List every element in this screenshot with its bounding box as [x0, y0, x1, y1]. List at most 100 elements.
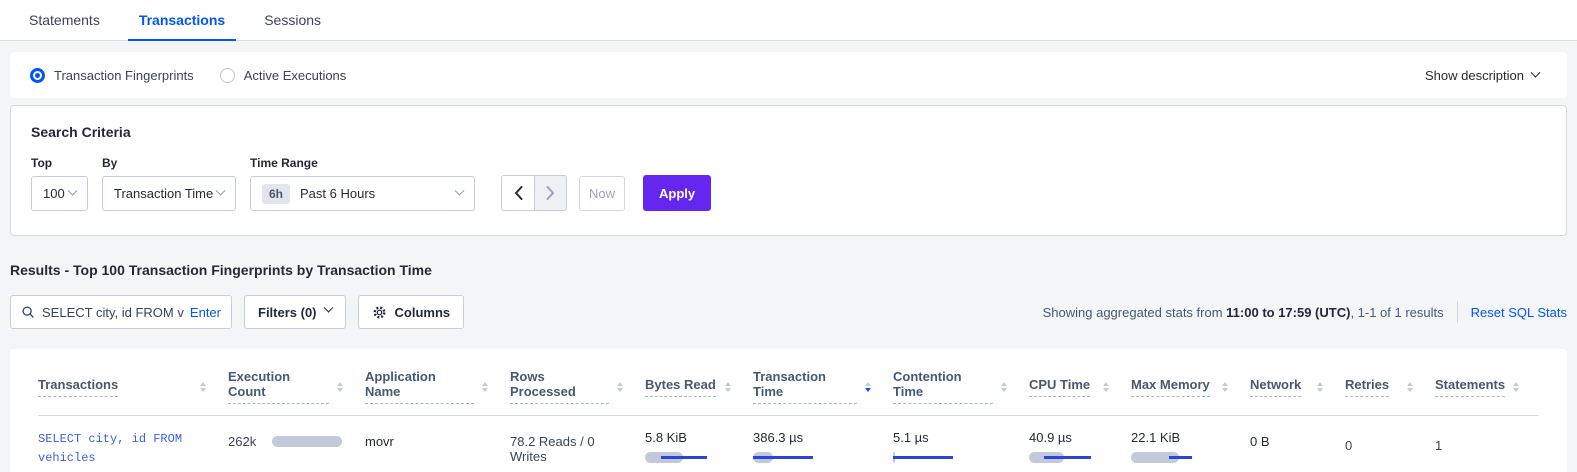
view-mode-row: Transaction Fingerprints Active Executio…: [10, 52, 1567, 98]
column-header-transactions[interactable]: Transactions: [38, 359, 228, 416]
sort-icon[interactable]: [617, 381, 623, 392]
column-header-retries[interactable]: Retries: [1345, 359, 1435, 416]
execution-count-value: 262k: [228, 434, 257, 449]
max-memory-cell: 22.1 KiB: [1131, 415, 1250, 472]
sort-icon-active-desc[interactable]: [865, 381, 871, 392]
execution-count-bar: [272, 436, 343, 447]
time-range-value: Past 6 Hours: [300, 186, 376, 201]
chevron-down-icon: [323, 302, 333, 313]
contention-time-cell: 5.1 µs: [893, 415, 1029, 472]
table-row: SELECT city, id FROM vehicles 262k movr …: [38, 415, 1539, 472]
column-header-application-name[interactable]: Application Name: [365, 359, 510, 416]
next-time-button[interactable]: [534, 176, 566, 210]
top-select[interactable]: 100: [31, 176, 88, 211]
column-header-bytes-read[interactable]: Bytes Read: [645, 359, 753, 416]
sort-icon[interactable]: [1103, 381, 1109, 392]
column-header-cpu-time[interactable]: CPU Time: [1029, 359, 1131, 416]
radio-label: Transaction Fingerprints: [54, 67, 194, 83]
by-label: By: [102, 156, 118, 170]
stats-time-range: 11:00 to 17:59 (UTC): [1226, 304, 1351, 320]
by-select[interactable]: Transaction Time: [102, 176, 236, 211]
aggregated-stats-note: Showing aggregated stats from 11:00 to 1…: [1042, 304, 1444, 320]
time-range-badge: 6h: [262, 183, 291, 204]
column-header-execution-count[interactable]: Execution Count: [228, 359, 365, 416]
chevron-down-icon: [215, 185, 226, 196]
cpu-time-bar: [1029, 452, 1093, 463]
radio-selected-icon: [30, 67, 45, 83]
columns-button[interactable]: Columns: [357, 295, 465, 329]
chevron-down-icon: [67, 185, 78, 196]
time-range-label: Time Range: [250, 156, 318, 170]
radio-label: Active Executions: [243, 67, 347, 83]
results-toolbar: Enter Filters (0) Columns Showing aggreg…: [10, 295, 1567, 329]
cpu-time-cell: 40.9 µs: [1029, 415, 1131, 472]
network-value: 0 B: [1250, 434, 1270, 449]
reset-sql-stats-link[interactable]: Reset SQL Stats: [1470, 304, 1567, 320]
chevron-right-icon: [546, 186, 555, 200]
statement-search-box[interactable]: Enter: [10, 295, 232, 329]
column-header-max-memory[interactable]: Max Memory: [1131, 359, 1250, 416]
top-select-value: 100: [43, 186, 65, 201]
time-range-select[interactable]: 6h Past 6 Hours: [250, 176, 475, 211]
results-table-card: Transactions Execution Count Application…: [10, 349, 1567, 472]
sort-icon[interactable]: [1001, 381, 1007, 392]
show-description-toggle[interactable]: Show description: [1425, 67, 1541, 83]
column-header-transaction-time[interactable]: Transaction Time: [753, 359, 893, 416]
transaction-time-cell: 386.3 µs: [753, 415, 893, 472]
bytes-read-bar: [645, 452, 709, 463]
chevron-down-icon: [454, 185, 465, 196]
transaction-time-value: 386.3 µs: [753, 430, 804, 445]
tab-transactions[interactable]: Transactions: [127, 0, 237, 41]
tab-sessions[interactable]: Sessions: [264, 12, 322, 28]
sort-icon[interactable]: [1317, 381, 1323, 392]
bytes-read-value: 5.8 KiB: [645, 430, 687, 445]
apply-button[interactable]: Apply: [643, 175, 712, 211]
show-description-label: Show description: [1425, 67, 1524, 83]
cpu-time-value: 40.9 µs: [1029, 430, 1072, 445]
filters-button[interactable]: Filters (0): [244, 295, 346, 329]
execution-count-cell: 262k: [228, 430, 345, 449]
rows-processed-value: 78.2 Reads / 0 Writes: [510, 434, 595, 464]
time-range-field: Time Range 6h Past 6 Hours: [250, 156, 475, 211]
statements-value: 1: [1435, 438, 1443, 453]
enter-hint[interactable]: Enter: [189, 304, 221, 320]
max-memory-value: 22.1 KiB: [1131, 430, 1181, 445]
table-header-row: Transactions Execution Count Application…: [38, 359, 1539, 416]
radio-active-executions[interactable]: Active Executions: [219, 67, 347, 83]
contention-time-value: 5.1 µs: [893, 430, 929, 445]
sort-icon[interactable]: [200, 381, 206, 392]
max-memory-bar: [1131, 452, 1195, 463]
results-heading: Results - Top 100 Transaction Fingerprin…: [10, 262, 432, 278]
sort-icon[interactable]: [1407, 381, 1413, 392]
sort-icon[interactable]: [337, 381, 343, 392]
column-header-contention-time[interactable]: Contention Time: [893, 359, 1029, 416]
sort-icon[interactable]: [1513, 381, 1520, 392]
column-header-statements[interactable]: Statements: [1435, 359, 1539, 416]
time-step-buttons: [501, 175, 567, 211]
sort-icon[interactable]: [1222, 381, 1228, 392]
radio-transaction-fingerprints[interactable]: Transaction Fingerprints: [30, 67, 194, 83]
chevron-down-icon: [1530, 67, 1541, 78]
search-criteria-card: Search Criteria Top 100 By Transaction T…: [10, 105, 1567, 236]
search-input[interactable]: [42, 304, 184, 320]
transaction-fingerprint-link[interactable]: SELECT city, id FROM vehicles: [38, 432, 183, 466]
page-tabs: Statements Transactions Sessions: [0, 0, 1577, 41]
by-field: By Transaction Time: [102, 156, 236, 211]
column-header-rows-processed[interactable]: Rows Processed: [510, 359, 645, 416]
sort-icon[interactable]: [725, 381, 731, 392]
divider: [1456, 301, 1458, 323]
transactions-table: Transactions Execution Count Application…: [38, 359, 1539, 472]
bytes-read-cell: 5.8 KiB: [645, 415, 753, 472]
now-button[interactable]: Now: [579, 176, 625, 211]
previous-time-button[interactable]: [502, 176, 534, 210]
radio-unselected-icon: [219, 67, 235, 83]
filters-label: Filters (0): [258, 304, 317, 320]
sort-icon[interactable]: [482, 381, 488, 392]
transaction-time-bar: [753, 452, 817, 463]
by-select-value: Transaction Time: [114, 186, 214, 201]
tab-statements[interactable]: Statements: [29, 12, 100, 28]
top-field: Top 100: [31, 156, 88, 211]
column-header-network[interactable]: Network: [1250, 359, 1345, 416]
top-label: Top: [31, 156, 53, 170]
search-icon: [22, 306, 34, 318]
